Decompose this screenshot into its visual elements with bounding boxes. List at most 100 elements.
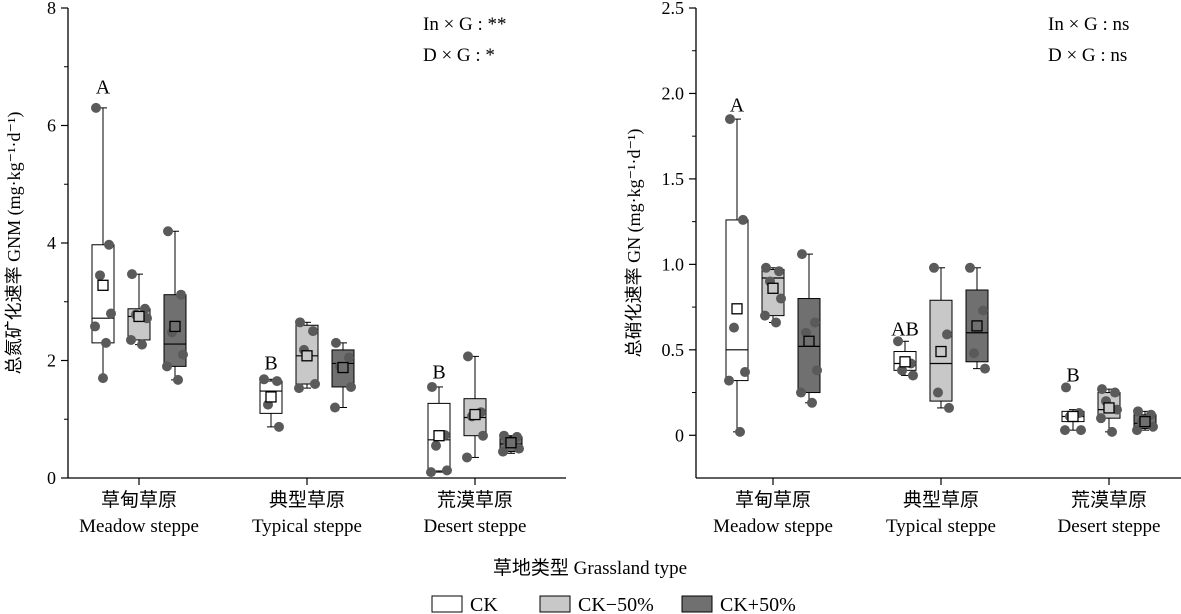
data-point: [771, 317, 781, 328]
data-point: [776, 293, 786, 304]
y-tick-label: 0.5: [662, 340, 685, 360]
data-point: [295, 317, 305, 328]
y-tick-label: 2: [47, 351, 56, 371]
data-point: [812, 365, 822, 376]
data-point: [308, 326, 318, 337]
box-CK: [1060, 382, 1086, 436]
data-point: [1107, 426, 1117, 437]
mean-marker: [169, 320, 181, 333]
data-point: [761, 262, 771, 273]
data-point: [178, 349, 188, 360]
data-point: [1061, 382, 1071, 393]
significance-letter: A: [96, 76, 111, 98]
legend: CK CK−50% CK+50%: [431, 594, 796, 614]
data-point: [91, 102, 101, 113]
data-point: [796, 387, 806, 398]
data-point: [431, 440, 441, 451]
x-tick-label-en: Desert steppe: [1058, 516, 1161, 537]
mean-marker: [935, 345, 947, 358]
data-point: [1096, 413, 1106, 424]
box-CK−50%: [294, 317, 320, 394]
y-tick-label: 8: [47, 0, 56, 18]
data-point: [126, 334, 136, 345]
mean-marker: [971, 320, 983, 332]
data-point: [427, 381, 437, 392]
interaction-annotation: In × G : **: [423, 14, 507, 35]
data-point: [740, 367, 750, 378]
data-point: [1097, 384, 1107, 395]
data-point: [90, 321, 100, 332]
mean-marker: [1067, 410, 1079, 423]
data-point: [176, 289, 186, 300]
x-tick-label-zh: 草甸草原: [735, 489, 811, 511]
y-tick-label: 2.5: [662, 0, 685, 18]
data-point: [1060, 425, 1070, 436]
data-point: [725, 114, 735, 125]
box-CK−50%: [126, 269, 152, 350]
legend-item: CK: [431, 594, 498, 614]
data-point: [162, 361, 172, 372]
legend-swatch: [681, 595, 713, 613]
y-tick-label: 1.5: [662, 169, 685, 189]
x-tick-label-zh: 典型草原: [269, 489, 345, 511]
data-point: [330, 402, 340, 413]
data-point: [1132, 425, 1142, 436]
significance-letter: AB: [891, 318, 919, 340]
box-CK: [259, 374, 284, 432]
y-tick-label: 4: [47, 233, 56, 253]
data-point: [442, 465, 452, 476]
data-point: [724, 375, 734, 386]
data-point: [294, 383, 304, 394]
data-point: [908, 370, 918, 381]
legend-label: CK−50%: [578, 594, 654, 614]
data-point: [801, 327, 811, 338]
box-CK: [724, 114, 750, 437]
data-point: [978, 305, 988, 316]
data-point: [797, 249, 807, 260]
data-point: [331, 337, 341, 348]
data-point: [344, 352, 354, 363]
x-tick-label-en: Desert steppe: [424, 516, 527, 537]
data-point: [463, 351, 473, 362]
interaction-annotation: In × G : ns: [1048, 14, 1129, 35]
box-CK+50%: [498, 430, 524, 457]
x-tick-label-zh: 荒漠草原: [1071, 489, 1147, 511]
y-tick-label: 1.0: [662, 254, 685, 274]
box-CK+50%: [330, 337, 356, 413]
mean-marker: [1139, 415, 1151, 428]
legend-swatch: [431, 595, 463, 613]
legend-item: CK−50%: [539, 594, 654, 614]
x-tick-label-en: Typical steppe: [252, 516, 362, 537]
data-point: [1110, 387, 1120, 398]
y-axis-label: 总氮矿化速率 GNM (mg·kg⁻¹·d⁻¹): [4, 112, 25, 375]
data-point: [735, 426, 745, 437]
significance-letter: B: [432, 361, 445, 383]
box-CK+50%: [1132, 406, 1158, 436]
box-CK: [90, 102, 116, 384]
data-point: [310, 379, 320, 389]
x-tick-label-en: Typical steppe: [886, 516, 996, 537]
x-tick-label-en: Meadow steppe: [713, 516, 833, 537]
interaction-annotation: D × G : *: [423, 45, 495, 66]
y-tick-label: 0: [47, 468, 56, 488]
significance-letter: B: [264, 352, 277, 374]
data-point: [101, 337, 111, 348]
data-point: [163, 226, 173, 237]
data-point: [810, 317, 820, 328]
legend-label: CK+50%: [720, 594, 796, 614]
box-CK: [426, 381, 452, 478]
data-point: [965, 262, 975, 273]
legend-swatch: [539, 595, 571, 613]
mean-marker: [1103, 402, 1115, 414]
box-CK: [893, 336, 918, 381]
x-tick-label-en: Meadow steppe: [79, 516, 199, 537]
chart-gnm: 0 2 4 6 8 总氮矿化速率 GNM (mg·kg⁻¹·d⁻¹) 草甸草原 Meadow …: [4, 0, 566, 537]
data-point: [259, 374, 269, 385]
box-CK−50%: [462, 351, 488, 463]
data-point: [760, 310, 770, 321]
box-CK+50%: [965, 262, 990, 374]
box-CK−50%: [760, 262, 786, 328]
mean-marker: [133, 310, 145, 323]
mean-marker: [767, 282, 779, 294]
